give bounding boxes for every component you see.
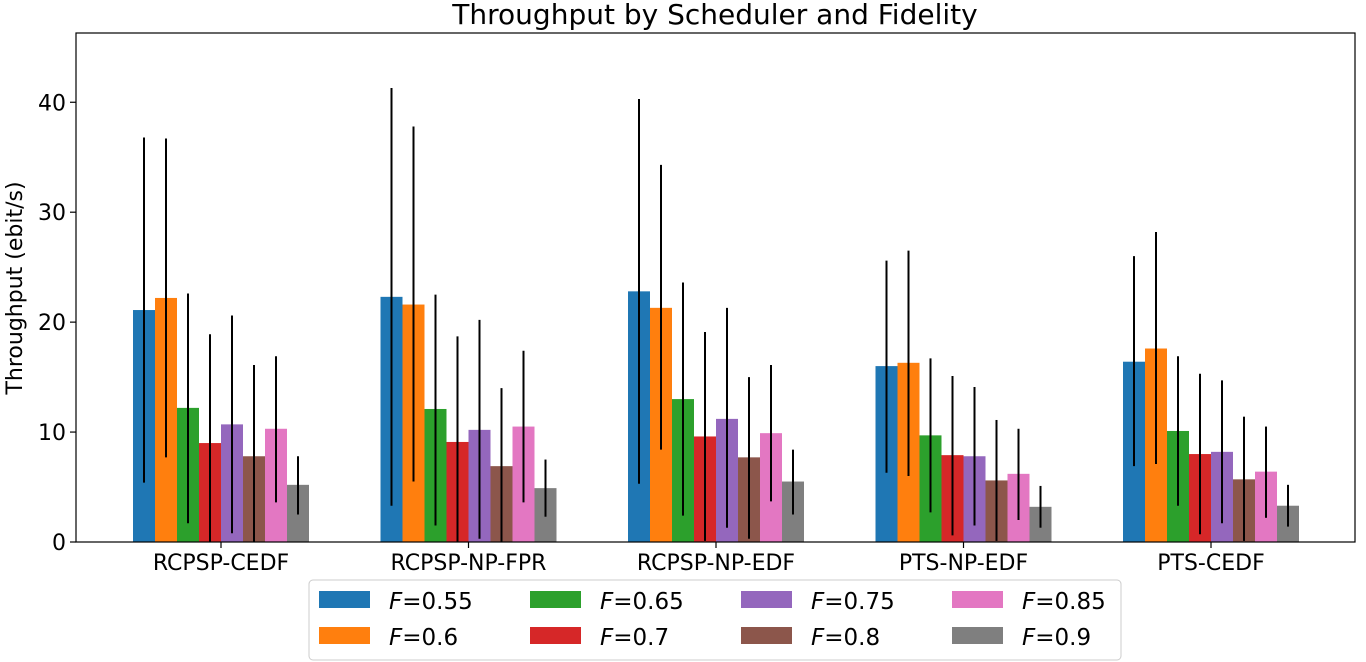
x-tick-label: PTS-CEDF — [1157, 551, 1264, 576]
x-axis: RCPSP-CEDF RCPSP-NP-FPR RCPSP-NP-EDF PTS-NP… — [153, 542, 1265, 576]
legend-label: F=0.6 — [389, 625, 458, 651]
y-tick-label: 0 — [52, 531, 66, 556]
legend-label: F=0.75 — [811, 589, 895, 615]
legend-swatch — [952, 591, 1003, 608]
legend-label-symbol: F — [600, 625, 614, 651]
x-tick-label: PTS-NP-EDF — [899, 551, 1028, 576]
legend-label-value: =0.55 — [402, 589, 472, 615]
chart-plot-area — [133, 87, 1299, 542]
legend-label: F=0.9 — [1022, 625, 1091, 651]
legend-label-value: =0.7 — [613, 625, 669, 651]
y-tick-label: 20 — [38, 311, 66, 336]
y-tick-label: 30 — [38, 201, 66, 226]
legend-label-symbol: F — [811, 625, 825, 651]
legend-label-value: =0.8 — [824, 625, 880, 651]
legend-label-value: =0.6 — [402, 625, 458, 651]
legend-label-symbol: F — [811, 589, 825, 615]
legend-swatch — [741, 627, 792, 644]
legend-label-symbol: F — [600, 589, 614, 615]
legend-label: F=0.8 — [811, 625, 880, 651]
y-axis: 0 10 20 30 40 — [38, 91, 76, 556]
legend-swatch — [319, 591, 370, 608]
legend-label: F=0.7 — [600, 625, 669, 651]
legend-swatch — [952, 627, 1003, 644]
legend-label-symbol: F — [389, 625, 403, 651]
legend-label-value: =0.65 — [613, 589, 683, 615]
y-axis-label: Throughput (ebit/s) — [3, 181, 28, 395]
legend-swatch — [741, 591, 792, 608]
y-tick-label: 10 — [38, 421, 66, 446]
chart-title: Throughput by Scheduler and Fidelity — [451, 0, 977, 31]
legend-box — [308, 579, 1122, 661]
legend-swatch — [530, 627, 581, 644]
legend-label-symbol: F — [1022, 589, 1036, 615]
x-tick-label: RCPSP-NP-FPR — [391, 551, 547, 576]
legend-swatch — [319, 627, 370, 644]
legend-swatch — [530, 591, 581, 608]
legend-label: F=0.55 — [389, 589, 473, 615]
legend-label-value: =0.85 — [1035, 589, 1105, 615]
legend-label: F=0.65 — [600, 589, 684, 615]
legend-label-value: =0.9 — [1035, 625, 1091, 651]
legend-label-value: =0.75 — [824, 589, 894, 615]
legend-label-symbol: F — [389, 589, 403, 615]
chart-legend: F=0.55F=0.6F=0.65F=0.7F=0.75F=0.8F=0.85F… — [308, 579, 1122, 661]
x-tick-label: RCPSP-NP-EDF — [637, 551, 795, 576]
y-tick-label: 40 — [38, 91, 66, 116]
legend-label-symbol: F — [1022, 625, 1036, 651]
legend-label: F=0.85 — [1022, 589, 1106, 615]
x-tick-label: RCPSP-CEDF — [153, 551, 289, 576]
